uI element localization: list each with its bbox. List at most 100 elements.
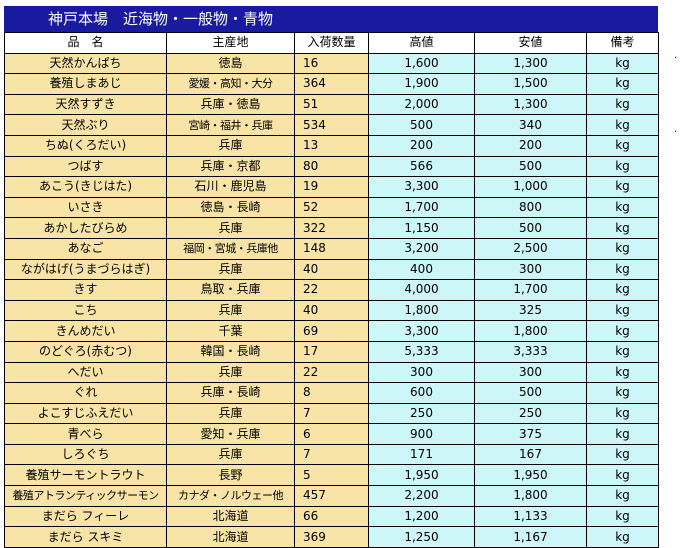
cell-low: 3,333 [474, 340, 587, 363]
header-row: 品 名 主産地 入荷数量 高値 安値 備考 [4, 32, 659, 54]
cell-unit: kg [586, 237, 659, 260]
cell-unit: kg [586, 73, 659, 95]
cell-high: 2,000 [368, 93, 475, 116]
header-low: 安値 [474, 32, 587, 54]
cell-low: 500 [474, 155, 587, 178]
cell-high: 900 [368, 423, 475, 445]
cell-high: 2,200 [368, 485, 475, 507]
cell-unit: kg [586, 196, 659, 219]
cell-origin: 鳥取・兵庫 [166, 279, 295, 301]
cell-quantity: 17 [294, 340, 369, 363]
cell-origin: 兵庫 [166, 134, 295, 157]
cell-name: しろぐち [4, 443, 167, 466]
cell-origin: カナダ・ノルウェー他 [166, 485, 295, 507]
cell-quantity: 534 [294, 114, 369, 136]
cell-low: 1,300 [474, 52, 587, 75]
cell-unit: kg [586, 382, 659, 404]
cell-origin: 北海道 [166, 505, 295, 528]
cell-quantity: 7 [294, 402, 369, 425]
cell-low: 800 [474, 196, 587, 219]
table-row: 養殖しまあじ 愛媛・高知・大分 364 1,900 1,500 kg [4, 73, 659, 95]
cell-high: 1,150 [368, 217, 475, 239]
cell-high: 3,200 [368, 237, 475, 260]
cell-name: きす [4, 279, 167, 301]
cell-origin: 福岡・宮城・兵庫他 [166, 237, 295, 260]
table-row: 天然ぶり 宮崎・福井・兵庫 534 500 340 kg [4, 114, 659, 136]
cell-low: 1,800 [474, 320, 587, 342]
table-row: あこう(きじはた) 石川・鹿児島 19 3,300 1,000 kg [4, 176, 659, 198]
cell-low: 1,950 [474, 464, 587, 487]
cell-high: 400 [368, 258, 475, 281]
cell-origin: 兵庫 [166, 217, 295, 239]
cell-origin: 宮崎・福井・兵庫 [166, 114, 295, 136]
cell-quantity: 7 [294, 443, 369, 466]
cell-low: 1,167 [474, 526, 587, 548]
cell-high: 300 [368, 361, 475, 384]
cell-high: 3,300 [368, 176, 475, 198]
cell-unit: kg [586, 52, 659, 75]
cell-name: 天然かんぱち [4, 52, 167, 75]
table-row: 天然すずき 兵庫・徳島 51 2,000 1,300 kg [4, 93, 659, 116]
cell-unit: kg [586, 340, 659, 363]
cell-high: 500 [368, 114, 475, 136]
cell-name: へだい [4, 361, 167, 384]
cell-low: 167 [474, 443, 587, 466]
cell-quantity: 16 [294, 52, 369, 75]
table-row: いさき 徳島・長崎 52 1,700 800 kg [4, 196, 659, 219]
cell-name: 天然ぶり [4, 114, 167, 136]
cell-high: 1,200 [368, 505, 475, 528]
cell-high: 5,333 [368, 340, 475, 363]
header-high: 高値 [368, 32, 475, 54]
cell-name: ぐれ [4, 382, 167, 404]
cell-low: 375 [474, 423, 587, 445]
cell-quantity: 8 [294, 382, 369, 404]
cell-high: 1,600 [368, 52, 475, 75]
table-row: へだい 兵庫 22 300 300 kg [4, 361, 659, 384]
cell-low: 325 [474, 299, 587, 322]
cell-name: 天然すずき [4, 93, 167, 116]
table-title: 神戸本場 近海物・一般物・青物 [4, 6, 658, 32]
header-remarks: 備考 [586, 32, 659, 54]
cell-name: よこすじふえだい [4, 402, 167, 425]
table-row: ぐれ 兵庫・長崎 8 600 500 kg [4, 382, 659, 404]
cell-high: 200 [368, 134, 475, 157]
cell-name: まだら スキミ [4, 526, 167, 548]
cell-origin: 兵庫・徳島 [166, 93, 295, 116]
table-row: しろぐち 兵庫 7 171 167 kg [4, 443, 659, 466]
cell-name: 青べら [4, 423, 167, 445]
cell-quantity: 322 [294, 217, 369, 239]
cell-high: 250 [368, 402, 475, 425]
cell-high: 1,950 [368, 464, 475, 487]
cell-high: 1,800 [368, 299, 475, 322]
table-row: まだら スキミ 北海道 369 1,250 1,167 kg [4, 526, 659, 548]
cell-quantity: 19 [294, 176, 369, 198]
table-row: のどぐろ(赤むつ) 韓国・長崎 17 5,333 3,333 kg [4, 340, 659, 363]
cell-unit: kg [586, 464, 659, 487]
table-row: よこすじふえだい 兵庫 7 250 250 kg [4, 402, 659, 425]
table-row: 青べら 愛知・兵庫 6 900 375 kg [4, 423, 659, 445]
table-row: きんめだい 千葉 69 3,300 1,800 kg [4, 320, 659, 342]
cell-unit: kg [586, 423, 659, 445]
table-row: ながはげ(うまづらはぎ) 兵庫 40 400 300 kg [4, 258, 659, 281]
cell-quantity: 148 [294, 237, 369, 260]
cell-quantity: 40 [294, 299, 369, 322]
cell-low: 1,800 [474, 485, 587, 507]
cell-origin: 愛知・兵庫 [166, 423, 295, 445]
cell-quantity: 22 [294, 279, 369, 301]
cell-origin: 兵庫・長崎 [166, 382, 295, 404]
header-origin: 主産地 [166, 32, 295, 54]
cell-name: まだら フィーレ [4, 505, 167, 528]
cell-quantity: 80 [294, 155, 369, 178]
header-name: 品 名 [4, 32, 167, 54]
cell-origin: 長野 [166, 464, 295, 487]
cell-unit: kg [586, 176, 659, 198]
side-mark: . [674, 124, 678, 135]
cell-name: いさき [4, 196, 167, 219]
table-row: 養殖サーモントラウト 長野 5 1,950 1,950 kg [4, 464, 659, 487]
cell-name: あなご [4, 237, 167, 260]
cell-unit: kg [586, 361, 659, 384]
table-row: 養殖アトランティックサーモン カナダ・ノルウェー他 457 2,200 1,800 kg [4, 485, 659, 507]
cell-name: 養殖アトランティックサーモン [4, 485, 167, 507]
cell-quantity: 52 [294, 196, 369, 219]
cell-unit: kg [586, 402, 659, 425]
